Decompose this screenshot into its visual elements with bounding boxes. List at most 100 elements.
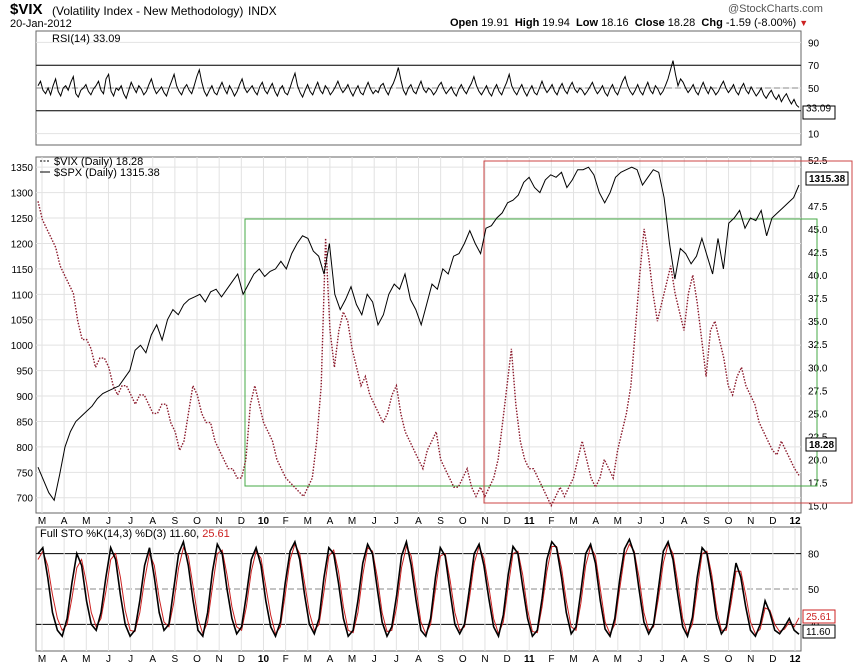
rsi-last-box	[802, 105, 836, 120]
chart-header: $VIX (Volatility Index - New Methodology…	[0, 0, 861, 32]
sto-x-tick-label: A	[149, 654, 156, 665]
sto-tick-label: 50	[808, 585, 820, 596]
sto-k-line	[37, 537, 800, 639]
spx-tick-label: 750	[16, 468, 33, 479]
sto-x-tick-label: D	[238, 654, 245, 665]
sto-x-tick-label: D	[503, 654, 510, 665]
high-label: High	[514, 17, 540, 29]
open-value: 19.91	[481, 17, 509, 29]
sto-x-tick-label: J	[394, 654, 399, 665]
spx-tick-label: 1350	[11, 163, 34, 174]
low-label: Low	[576, 17, 599, 29]
price-x-tick-label: A	[592, 516, 599, 527]
close-label: Close	[634, 17, 665, 29]
price-x-tick-label: S	[172, 516, 179, 527]
close-value: 18.28	[667, 17, 696, 29]
sto-legend-k: Full STO %K(14,3) %D(3) 11.60,	[40, 528, 199, 540]
sto-x-tick-label: A	[61, 654, 68, 665]
chart-date: 20-Jan-2012	[10, 18, 72, 30]
price-x-tick-label: A	[681, 516, 688, 527]
sto-x-tick-label: D	[769, 654, 776, 665]
sto-x-tick-label: A	[681, 654, 688, 665]
price-x-tick-label: J	[637, 516, 642, 527]
spx-axis: 700 750 800 850 900 950 1000 1050 1100 1150 1200 12…	[11, 163, 34, 505]
sto-x-tick-label: J	[128, 654, 133, 665]
vix-tick-label: 37.5	[808, 294, 828, 305]
symbol-name: (Volatility Index - New Methodology)	[52, 4, 244, 18]
sto-x-tick-label: O	[725, 654, 733, 665]
sto-panel: 205080 Full STO %K(14,3) %D(3) 11.60, 25…	[35, 526, 836, 665]
high-value: 19.94	[542, 17, 570, 29]
spx-tick-label: 1250	[11, 214, 34, 225]
vix-tick-label: 30.0	[808, 363, 828, 374]
price-x-tick-label: N	[216, 516, 223, 527]
price-x-tick-label: D	[503, 516, 510, 527]
price-x-tick-label: A	[327, 516, 334, 527]
vix-last-box	[805, 437, 837, 452]
vix-tick-label: 45.0	[808, 225, 828, 236]
rsi-panel: 1030507090 RSI(14) 33.09 33.09	[35, 30, 836, 146]
price-x-tick-label: S	[703, 516, 710, 527]
watermark: @StockCharts.com	[728, 3, 823, 15]
vix-tick-label: 15.0	[808, 502, 828, 513]
spx-tick-label: 1000	[11, 341, 34, 352]
down-arrow-icon: ▼	[799, 18, 809, 28]
sto-x-tick-label: N	[481, 654, 488, 665]
sto-x-tick-label: 10	[258, 654, 270, 665]
sto-x-tick-label: J	[372, 654, 377, 665]
sto-d-last-value: 25.61	[806, 612, 831, 623]
price-grid	[36, 157, 801, 513]
vix-legend: $VIX (Daily) 18.28	[54, 156, 143, 168]
rsi-last-value: 33.09	[806, 103, 831, 114]
price-x-tick-label: O	[725, 516, 733, 527]
open-label: Open	[450, 17, 479, 29]
price-x-tick-label: N	[747, 516, 754, 527]
sto-x-tick-label: M	[614, 654, 622, 665]
sto-x-tick-label: O	[459, 654, 467, 665]
price-x-tick-label: 12	[789, 516, 801, 527]
vix-last-value: 18.28	[809, 440, 834, 451]
sto-x-tick-label: 12	[789, 654, 801, 665]
spx-tick-label: 800	[16, 443, 33, 454]
price-x-tick-label: O	[459, 516, 467, 527]
exchange: INDX	[248, 4, 277, 18]
green-box-annotation	[244, 218, 818, 487]
sto-x-tick-label: J	[637, 654, 642, 665]
spx-tick-label: 1100	[11, 290, 33, 301]
sto-x-tick-label: A	[592, 654, 599, 665]
sto-x-tick-label: N	[216, 654, 223, 665]
spx-series-line	[37, 166, 800, 502]
price-x-tick-label: M	[304, 516, 312, 527]
price-x-tick-label: J	[372, 516, 377, 527]
sto-x-tick-label: J	[106, 654, 111, 665]
price-x-tick-label: A	[415, 516, 422, 527]
spx-tick-label: 1150	[11, 265, 33, 276]
rsi-legend: RSI(14) 33.09	[52, 33, 120, 45]
price-x-tick-label: S	[437, 516, 444, 527]
sto-x-tick-label: F	[548, 654, 554, 665]
price-x-tick-label: O	[193, 516, 201, 527]
rsi-tick-label: 10	[808, 130, 820, 141]
chg-label: Chg	[701, 17, 723, 29]
rsi-tick-label: 70	[808, 61, 820, 72]
rsi-axis: 1030507090	[808, 38, 820, 140]
sto-x-tick-label: M	[38, 654, 46, 665]
price-x-tick-label: M	[348, 516, 356, 527]
price-legend: $VIX (Daily) 18.28 $SPX (Daily) 1315.38	[40, 156, 160, 179]
vix-axis: 15.017.520.022.525.027.530.032.535.037.5…	[808, 156, 828, 513]
spx-last-box	[805, 171, 849, 186]
sto-x-tick-label: M	[304, 654, 312, 665]
sto-x-tick-label: M	[348, 654, 356, 665]
vix-tick-label: 25.0	[808, 409, 828, 420]
vix-tick-label: 42.5	[808, 248, 828, 259]
price-panel: 700 750 800 850 900 950 1000 1050 1100 1150 1200 12…	[11, 156, 853, 527]
price-x-tick-label: J	[128, 516, 133, 527]
chg-value: -1.59 (-8.00%)	[725, 17, 797, 29]
price-x-axis: M A M J J A S O N D 10 F M A M J J A S O N D 11 F M A M J J A S O N D 12	[38, 516, 801, 527]
sto-x-axis: M A M J J A S O N D 10 F M A M J J A S O N D 11 F M A M J J A S O N D 12	[38, 654, 801, 665]
rsi-tick-label: 50	[808, 84, 820, 95]
spx-last-value: 1315.38	[809, 174, 846, 185]
price-x-tick-label: A	[61, 516, 68, 527]
sto-x-tick-label: S	[172, 654, 179, 665]
vix-tick-label: 32.5	[808, 340, 828, 351]
